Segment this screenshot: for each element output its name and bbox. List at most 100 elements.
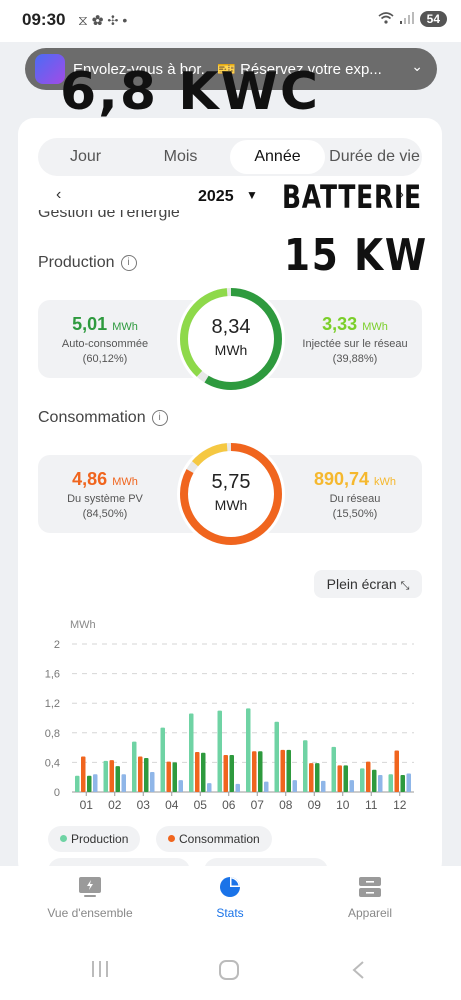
from-grid-unit: kWh <box>374 476 397 488</box>
bar <box>303 740 308 792</box>
tab-year[interactable]: Année <box>230 140 325 174</box>
bar <box>309 763 314 792</box>
energy-management-text: Gestion de l'énergie <box>38 210 180 221</box>
expand-icon: ⤡ <box>400 580 410 592</box>
x-tick-label: 11 <box>365 798 378 812</box>
bar <box>400 774 405 792</box>
bar <box>315 763 320 792</box>
bar <box>286 749 291 792</box>
stats-pie-icon <box>218 876 242 898</box>
from-grid-pct: (15,50%) <box>332 508 378 520</box>
bar <box>103 760 108 792</box>
app-icon <box>35 54 65 84</box>
from-pv-value: 4,86 MWh <box>40 469 170 490</box>
y-tick-label: 2 <box>54 639 60 651</box>
chevron-right-icon[interactable]: › <box>398 186 404 203</box>
y-tick-label: 1,6 <box>45 669 60 681</box>
chevron-left-icon[interactable]: ‹ <box>56 186 62 203</box>
bar <box>121 774 126 792</box>
consumption-total: 5,75 <box>211 471 251 493</box>
bar <box>144 757 149 792</box>
bar <box>81 756 86 792</box>
injected-value: 3,33 MWh <box>290 314 420 335</box>
bar <box>360 768 365 792</box>
chevron-down-icon[interactable]: ⌄ <box>411 58 423 74</box>
bar <box>207 783 212 792</box>
bar <box>246 708 251 792</box>
bar <box>252 751 257 792</box>
production-title: Production i <box>38 254 137 272</box>
handwritten-annotation: 6,8 KWC <box>60 62 321 122</box>
notification-text: Envolez-vous à bor... 🎫 Réservez votre e… <box>73 61 382 78</box>
nav-device-label: Appareil <box>347 906 393 920</box>
tab-day[interactable]: Jour <box>69 148 102 165</box>
recent-apps-icon[interactable] <box>90 960 110 983</box>
bar <box>349 780 354 792</box>
info-icon[interactable]: i <box>151 410 168 426</box>
y-tick-label: 0 <box>54 787 60 799</box>
fullscreen-label: Plein écran <box>326 576 397 592</box>
consumption-ring: 5,75 MWh <box>176 439 286 549</box>
handwritten-annotation: BATTERIE <box>282 178 422 216</box>
bar <box>223 755 228 792</box>
production-total-unit: MWh <box>214 342 248 358</box>
consumption-title-text: Consommation <box>38 409 146 426</box>
production-ring: 8,34 MWh <box>176 284 286 394</box>
back-icon[interactable] <box>350 960 366 985</box>
bar <box>394 750 399 792</box>
nav-overview[interactable]: Vue d'ensemble <box>20 876 160 920</box>
x-tick-label: 03 <box>137 798 151 812</box>
bar <box>178 780 183 792</box>
nav-device[interactable]: Appareil <box>300 876 440 920</box>
self-consumed-label: Auto-consommée <box>61 338 149 350</box>
from-pv-label: Du système PV <box>67 493 143 505</box>
x-tick-label: 12 <box>393 798 407 812</box>
from-pv-pct: (84,50%) <box>82 508 128 520</box>
bar <box>274 721 279 792</box>
bar <box>321 780 326 792</box>
from-grid-label: Du réseau <box>329 493 381 505</box>
self-consumed-pct: (60,12%) <box>82 353 128 365</box>
production-ring-injected-arc <box>180 288 282 390</box>
injected-number: 3,33 <box>322 314 358 334</box>
fullscreen-button[interactable]: Plein écran ⤡ <box>314 570 422 598</box>
legend-consumption-label: Consommation <box>179 832 260 846</box>
production-total: 8,34 <box>211 316 251 338</box>
bar <box>337 765 342 792</box>
bar <box>343 765 348 792</box>
legend-production[interactable]: Production <box>48 826 141 852</box>
notification-banner[interactable]: Envolez-vous à bor... 🎫 Réservez votre e… <box>25 48 437 90</box>
tab-lifetime[interactable]: Durée de vie <box>329 148 420 165</box>
production-title-text: Production <box>38 254 115 271</box>
x-tick-label: 08 <box>279 798 293 812</box>
x-tick-label: 04 <box>165 798 179 812</box>
x-tick-label: 06 <box>222 798 236 812</box>
legend-consumption-dot <box>168 835 175 842</box>
y-axis-label: MWh <box>70 619 96 631</box>
legend-consumption[interactable]: Consommation <box>156 826 272 852</box>
bar <box>132 741 137 792</box>
bar <box>115 766 120 792</box>
self-consumed-value: 5,01 MWh <box>40 314 170 335</box>
bar <box>229 755 234 792</box>
bar <box>201 752 206 792</box>
consumption-total-unit: MWh <box>214 497 248 513</box>
info-icon[interactable]: i <box>120 255 137 271</box>
x-tick-label: 02 <box>108 798 122 812</box>
injected-unit: MWh <box>362 321 388 333</box>
tab-month[interactable]: Mois <box>163 148 198 165</box>
nav-stats[interactable]: Stats <box>160 876 300 920</box>
home-icon[interactable] <box>218 959 240 986</box>
bar <box>388 774 393 792</box>
bar <box>87 775 92 792</box>
caret-down-icon[interactable]: ▼ <box>246 188 258 202</box>
bar <box>264 781 269 792</box>
from-grid-value: 890,74 kWh <box>290 469 420 490</box>
status-notification-icons: ⧖✿✣• <box>78 12 132 28</box>
x-tick-label: 01 <box>80 798 94 812</box>
from-pv-number: 4,86 <box>72 469 108 489</box>
injected-pct: (39,88%) <box>332 353 378 365</box>
bar <box>280 749 285 792</box>
year-label[interactable]: 2025 <box>198 188 234 205</box>
bar <box>109 760 114 792</box>
